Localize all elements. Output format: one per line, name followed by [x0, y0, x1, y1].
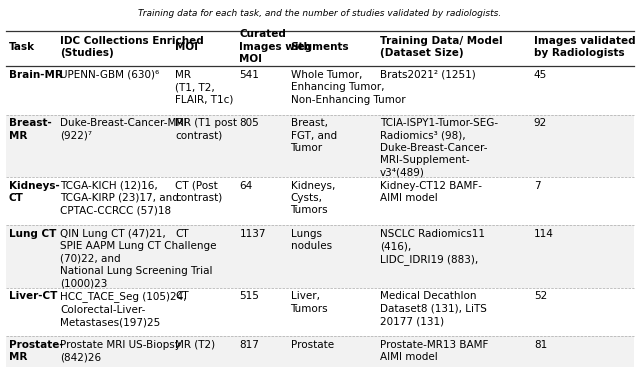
Text: Prostate-MR13 BAMF
AIMI model: Prostate-MR13 BAMF AIMI model — [380, 340, 488, 362]
Text: Breast-
MR: Breast- MR — [9, 118, 52, 141]
Text: Kidneys-
CT: Kidneys- CT — [9, 181, 60, 203]
Text: CT: CT — [175, 229, 189, 239]
Text: MR
(T1, T2,
FLAIR, T1c): MR (T1, T2, FLAIR, T1c) — [175, 70, 234, 105]
Text: Kidney-CT12 BAMF-
AIMI model: Kidney-CT12 BAMF- AIMI model — [380, 181, 482, 203]
Text: 92: 92 — [534, 118, 547, 128]
Text: 52: 52 — [534, 291, 547, 301]
Text: Kidneys,
Cysts,
Tumors: Kidneys, Cysts, Tumors — [291, 181, 335, 215]
FancyBboxPatch shape — [6, 177, 634, 225]
Text: CT: CT — [175, 291, 189, 301]
FancyBboxPatch shape — [6, 288, 634, 336]
Text: 1137: 1137 — [239, 229, 266, 239]
Text: 64: 64 — [239, 181, 253, 190]
Text: 114: 114 — [534, 229, 554, 239]
Text: NSCLC Radiomics11
(416),
LIDC_IDRI19 (883),: NSCLC Radiomics11 (416), LIDC_IDRI19 (88… — [380, 229, 485, 265]
Text: Whole Tumor,
Enhancing Tumor,
Non-Enhancing Tumor: Whole Tumor, Enhancing Tumor, Non-Enhanc… — [291, 70, 405, 105]
Text: HCC_TACE_Seg (105)24,
Colorectal-Liver-
Metastases(197)25: HCC_TACE_Seg (105)24, Colorectal-Liver- … — [60, 291, 187, 327]
Text: 45: 45 — [534, 70, 547, 80]
Text: Training Data/ Model
(Dataset Size): Training Data/ Model (Dataset Size) — [380, 36, 503, 58]
Text: 541: 541 — [239, 70, 259, 80]
Text: 805: 805 — [239, 118, 259, 128]
Text: 817: 817 — [239, 340, 259, 350]
Text: Breast,
FGT, and
Tumor: Breast, FGT, and Tumor — [291, 118, 337, 153]
FancyBboxPatch shape — [6, 115, 634, 177]
Text: Prostate MRI US-Biopsy
(842)26: Prostate MRI US-Biopsy (842)26 — [60, 340, 181, 362]
Text: TCGA-KICH (12)16,
TCGA-KIRP (23)17, and
CPTAC-CCRCC (57)18: TCGA-KICH (12)16, TCGA-KIRP (23)17, and … — [60, 181, 179, 215]
Text: UPENN-GBM (630)⁶: UPENN-GBM (630)⁶ — [60, 70, 159, 80]
FancyBboxPatch shape — [6, 66, 634, 115]
Text: Segments: Segments — [291, 42, 349, 52]
Text: QIN Lung CT (47)21,
SPIE AAPM Lung CT Challenge
(70)22, and
National Lung Screen: QIN Lung CT (47)21, SPIE AAPM Lung CT Ch… — [60, 229, 217, 288]
Text: Images validated
by Radiologists: Images validated by Radiologists — [534, 36, 636, 58]
Text: CT (Post
contrast): CT (Post contrast) — [175, 181, 223, 203]
Text: Brain-MR: Brain-MR — [9, 70, 63, 80]
Text: MR (T1 post
contrast): MR (T1 post contrast) — [175, 118, 237, 141]
Text: Medical Decathlon
Dataset8 (131), LiTS
20177 (131): Medical Decathlon Dataset8 (131), LiTS 2… — [380, 291, 487, 326]
FancyBboxPatch shape — [6, 336, 634, 367]
Text: Prostate: Prostate — [291, 340, 333, 350]
Text: Task: Task — [9, 42, 35, 52]
Text: MOI: MOI — [175, 42, 198, 52]
Text: 515: 515 — [239, 291, 259, 301]
Text: Curated
Images with
MOI: Curated Images with MOI — [239, 29, 311, 64]
Text: TCIA-ISPY1-Tumor-SEG-
Radiomics³ (98),
Duke-Breast-Cancer-
MRI-Supplement-
v3⁴(4: TCIA-ISPY1-Tumor-SEG- Radiomics³ (98), D… — [380, 118, 499, 178]
Text: IDC Collections Enriched
(Studies): IDC Collections Enriched (Studies) — [60, 36, 204, 58]
Text: Liver-CT: Liver-CT — [9, 291, 58, 301]
Text: 7: 7 — [534, 181, 540, 190]
Text: Brats2021² (1251): Brats2021² (1251) — [380, 70, 476, 80]
Text: Lung CT: Lung CT — [9, 229, 56, 239]
Text: Liver,
Tumors: Liver, Tumors — [291, 291, 328, 314]
Text: Prostate-
MR: Prostate- MR — [9, 340, 63, 362]
Text: Lungs
nodules: Lungs nodules — [291, 229, 332, 251]
Text: Duke-Breast-Cancer-MRI
(922)⁷: Duke-Breast-Cancer-MRI (922)⁷ — [60, 118, 187, 141]
Text: 81: 81 — [534, 340, 547, 350]
FancyBboxPatch shape — [6, 225, 634, 288]
Text: MR (T2): MR (T2) — [175, 340, 216, 350]
Text: Training data for each task, and the number of studies validated by radiologists: Training data for each task, and the num… — [138, 9, 502, 18]
